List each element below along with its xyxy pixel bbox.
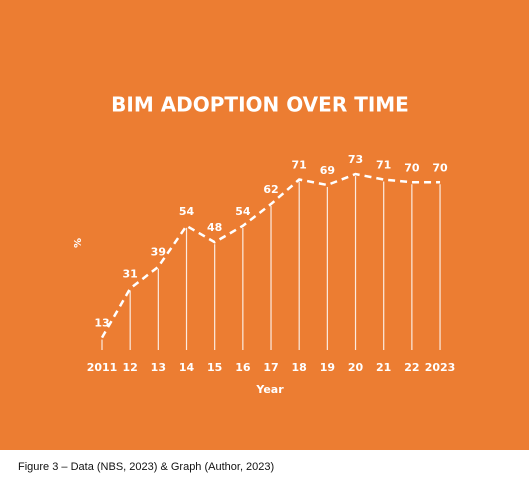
data-label: 13 <box>94 317 109 330</box>
data-label: 39 <box>151 246 166 259</box>
x-tick-label: 19 <box>320 361 335 374</box>
data-label: 54 <box>235 205 251 218</box>
x-tick-label: 14 <box>179 361 195 374</box>
x-tick-label: 15 <box>207 361 222 374</box>
data-label: 71 <box>292 159 307 172</box>
x-tick-label: 2023 <box>425 361 456 374</box>
data-label: 48 <box>207 221 222 234</box>
chart-title: BIM ADOPTION OVER TIME <box>111 93 409 117</box>
x-tick-label: 18 <box>292 361 307 374</box>
data-label: 70 <box>432 161 448 174</box>
data-label: 70 <box>404 161 420 174</box>
x-tick-label: 16 <box>235 361 251 374</box>
data-label: 54 <box>179 205 195 218</box>
x-tick-label: 22 <box>404 361 419 374</box>
data-label: 31 <box>123 268 138 281</box>
chart: BIM ADOPTION OVER TIME Year % 2011 13 12 31… <box>0 0 529 450</box>
caption: Figure 3 – Data (NBS, 2023) & Graph (Aut… <box>18 461 275 473</box>
x-tick-label: 21 <box>376 361 391 374</box>
chart-background <box>0 0 529 450</box>
data-line <box>100 172 441 339</box>
data-label: 69 <box>320 164 335 177</box>
x-tick-label: 2011 <box>87 361 118 374</box>
x-tick-label: 20 <box>348 361 364 374</box>
x-tick-label: 12 <box>123 361 138 374</box>
x-axis-label: Year <box>255 383 284 396</box>
y-axis-label: % <box>73 238 84 248</box>
x-tick-label: 13 <box>151 361 166 374</box>
data-label: 73 <box>348 153 363 166</box>
data-label: 71 <box>376 159 391 172</box>
data-label: 62 <box>263 183 278 196</box>
x-tick-label: 17 <box>263 361 278 374</box>
